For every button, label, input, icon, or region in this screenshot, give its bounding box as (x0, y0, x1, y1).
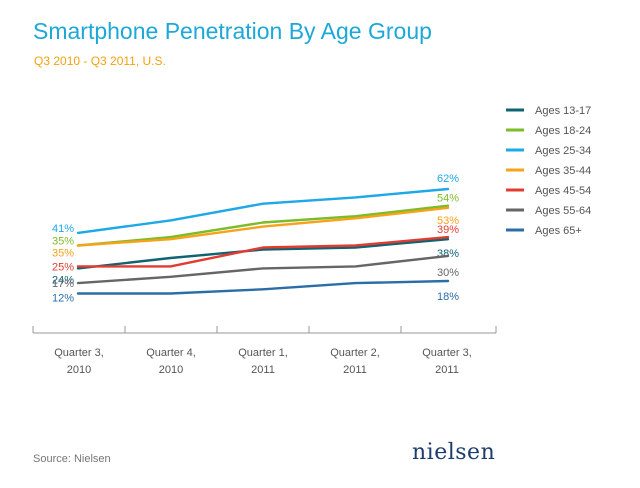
legend-label: Ages 45-54 (535, 185, 591, 197)
legend-label: Ages 18-24 (535, 125, 591, 137)
x-tick-label: Quarter 3, (54, 347, 104, 359)
start-value-label: 24% (52, 274, 74, 286)
start-value-label: 35% (52, 247, 74, 259)
end-value-label: 54% (437, 193, 459, 205)
start-value-label: 41% (52, 223, 74, 235)
x-tick-label: 2011 (343, 364, 367, 376)
legend-label: Ages 13-17 (535, 105, 591, 117)
end-value-label: 18% (437, 291, 459, 303)
series-line (76, 237, 450, 270)
x-tick-label: Quarter 4, (146, 347, 196, 359)
x-tick-label: 2011 (251, 364, 275, 376)
end-value-label: 62% (437, 173, 459, 185)
start-value-label: 17% (52, 278, 74, 290)
series-line (76, 235, 450, 268)
end-value-label: 39% (437, 224, 459, 236)
end-value-label: 30% (437, 267, 459, 279)
source-note: Source: Nielsen (33, 453, 111, 465)
x-tick-label: 2011 (435, 364, 459, 376)
x-tick-label: Quarter 1, (238, 347, 288, 359)
start-value-label: 35% (52, 235, 74, 247)
series-line (76, 204, 450, 247)
series-line (76, 254, 450, 285)
start-value-label: 12% (52, 293, 74, 305)
x-tick-label: Quarter 2, (330, 347, 380, 359)
end-value-label: 53% (437, 215, 459, 227)
series-line (76, 187, 450, 235)
chart-subtitle: Q3 2010 - Q3 2011, U.S. (34, 54, 166, 68)
x-tick-label: 2010 (67, 364, 91, 376)
nielsen-logo: nielsen (412, 440, 496, 465)
chart-title: Smartphone Penetration By Age Group (33, 18, 432, 44)
legend-label: Ages 55-64 (535, 205, 591, 217)
x-tick-label: Quarter 3, (422, 347, 472, 359)
x-tick-label: 2010 (159, 364, 183, 376)
series-line (76, 206, 450, 247)
legend-label: Ages 25-34 (535, 145, 591, 157)
series-line (76, 279, 450, 295)
legend-label: Ages 35-44 (535, 165, 591, 177)
end-value-label: 38% (437, 248, 459, 260)
legend-label: Ages 65+ (535, 225, 582, 237)
start-value-label: 25% (52, 261, 74, 273)
